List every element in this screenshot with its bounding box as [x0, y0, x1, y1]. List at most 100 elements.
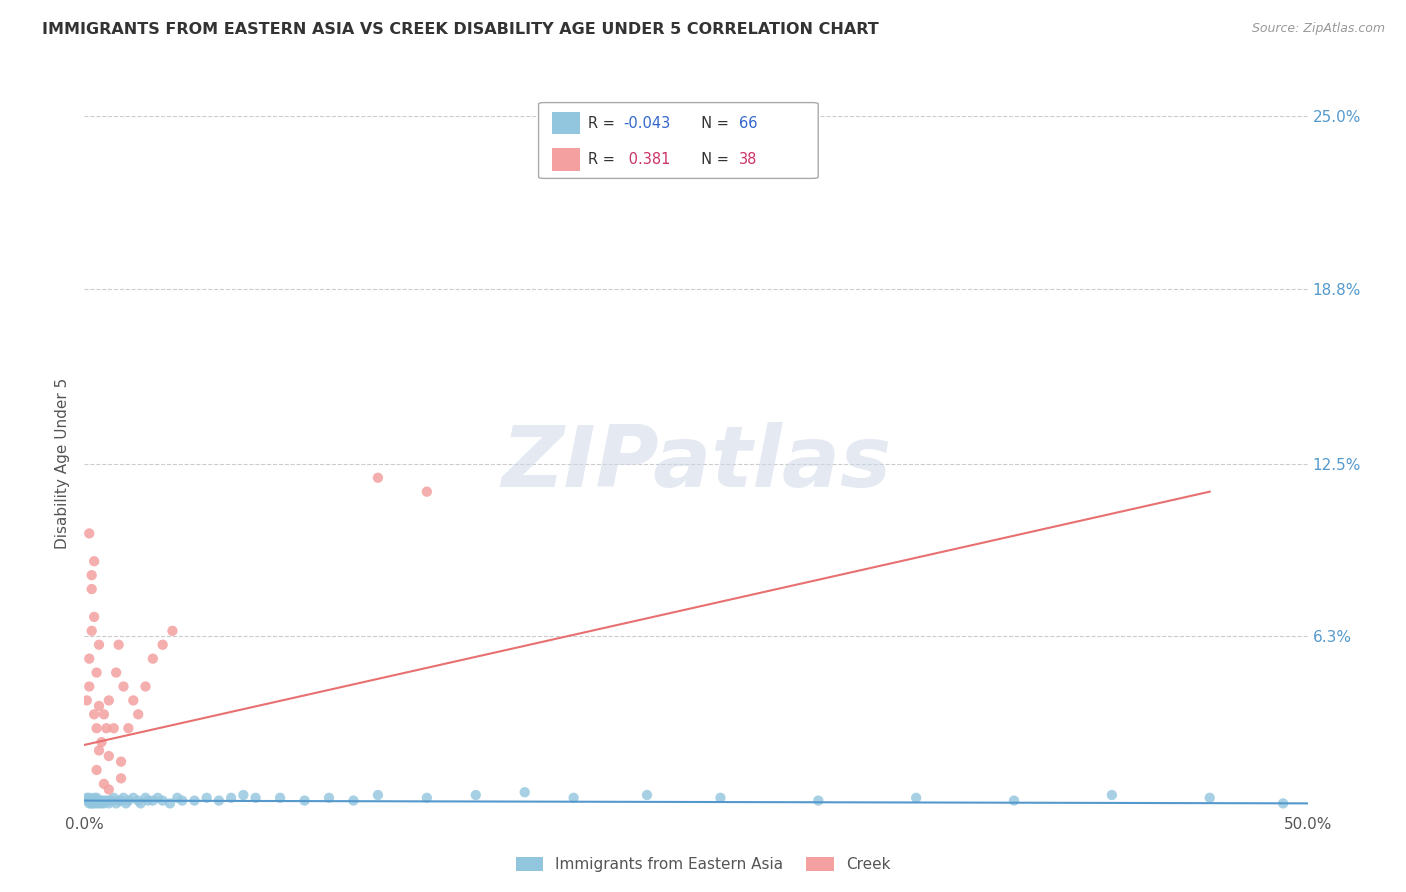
Point — [93, 777, 115, 791]
Point — [77, 651, 100, 665]
Point — [86, 794, 108, 808]
Point — [367, 471, 389, 485]
Text: ZIPatlas: ZIPatlas — [501, 422, 891, 506]
Point — [77, 526, 100, 541]
Point — [219, 790, 242, 805]
Text: N =: N = — [692, 116, 734, 130]
Point — [367, 788, 389, 802]
Point — [183, 794, 205, 808]
Point — [86, 790, 108, 805]
Bar — [553, 148, 579, 171]
Point — [269, 790, 291, 805]
Point — [80, 568, 103, 582]
Text: 0.381: 0.381 — [624, 152, 669, 167]
Point — [122, 790, 145, 805]
Point — [152, 794, 174, 808]
Point — [127, 707, 149, 722]
Point — [115, 797, 138, 811]
Point — [97, 749, 120, 764]
Point — [112, 680, 135, 694]
Text: 66: 66 — [738, 116, 758, 130]
Point — [90, 797, 112, 811]
Point — [195, 790, 218, 805]
Point — [416, 790, 439, 805]
Point — [105, 797, 128, 811]
Point — [77, 794, 100, 808]
Point — [709, 790, 731, 805]
Point — [416, 484, 439, 499]
Point — [159, 797, 181, 811]
Text: 38: 38 — [738, 152, 756, 167]
Point — [96, 721, 118, 735]
Point — [80, 794, 103, 808]
Point — [90, 735, 112, 749]
Point — [86, 721, 108, 735]
Point — [294, 794, 316, 808]
Point — [146, 790, 169, 805]
Point — [80, 797, 103, 811]
Text: R =: R = — [588, 152, 620, 167]
Point — [117, 794, 139, 808]
Point — [80, 794, 103, 808]
Point — [97, 797, 120, 811]
Point — [86, 797, 108, 811]
Point — [162, 624, 184, 638]
Text: R =: R = — [588, 116, 620, 130]
Point — [93, 794, 115, 808]
Point — [86, 763, 108, 777]
Point — [1002, 794, 1025, 808]
Point — [103, 790, 125, 805]
Bar — [553, 112, 579, 135]
Point — [142, 651, 165, 665]
Point — [87, 794, 110, 808]
Text: IMMIGRANTS FROM EASTERN ASIA VS CREEK DISABILITY AGE UNDER 5 CORRELATION CHART: IMMIGRANTS FROM EASTERN ASIA VS CREEK DI… — [42, 22, 879, 37]
Point — [83, 707, 105, 722]
Point — [83, 554, 105, 568]
Point — [107, 794, 129, 808]
Point — [80, 582, 103, 596]
Point — [103, 721, 125, 735]
Point — [136, 794, 159, 808]
Point — [464, 788, 486, 802]
Point — [87, 698, 110, 713]
Text: -0.043: -0.043 — [624, 116, 671, 130]
Point — [562, 790, 585, 805]
Point — [122, 693, 145, 707]
Point — [77, 797, 100, 811]
Point — [172, 794, 194, 808]
Point — [117, 721, 139, 735]
Point — [636, 788, 658, 802]
Y-axis label: Disability Age Under 5: Disability Age Under 5 — [55, 378, 70, 549]
Point — [905, 790, 928, 805]
Point — [76, 693, 98, 707]
Point — [1101, 788, 1123, 802]
Point — [97, 693, 120, 707]
Point — [127, 794, 149, 808]
Point — [83, 797, 105, 811]
Point — [100, 794, 122, 808]
Point — [87, 638, 110, 652]
Legend: Immigrants from Eastern Asia, Creek: Immigrants from Eastern Asia, Creek — [508, 849, 898, 880]
Point — [105, 665, 128, 680]
Point — [112, 790, 135, 805]
Point — [807, 794, 830, 808]
Point — [76, 790, 98, 805]
Point — [318, 790, 340, 805]
Point — [77, 790, 100, 805]
Text: N =: N = — [692, 152, 734, 167]
Point — [96, 794, 118, 808]
Point — [135, 680, 157, 694]
Point — [245, 790, 267, 805]
Point — [1272, 797, 1295, 811]
Point — [135, 790, 157, 805]
Point — [97, 782, 120, 797]
Point — [110, 755, 132, 769]
Point — [80, 797, 103, 811]
Point — [342, 794, 364, 808]
Point — [152, 638, 174, 652]
Point — [97, 794, 120, 808]
Point — [110, 772, 132, 786]
Point — [93, 707, 115, 722]
Point — [1198, 790, 1220, 805]
Point — [232, 788, 254, 802]
